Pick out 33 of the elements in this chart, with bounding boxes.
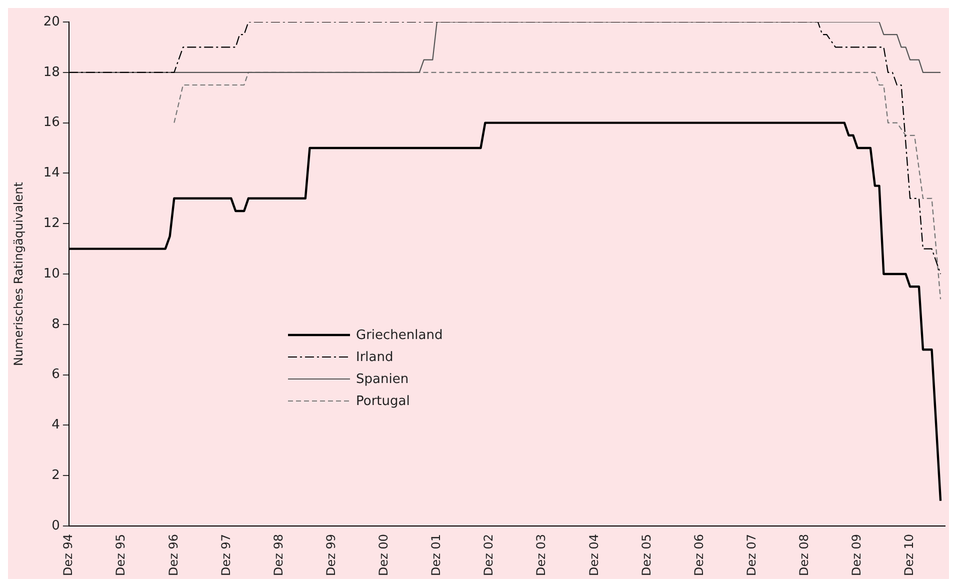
x-tick-label: Dez 97 [218, 534, 233, 576]
x-tick-label: Dez 95 [114, 534, 128, 576]
x-tick-label: Dez 10 [902, 534, 916, 576]
y-tick-label: 14 [43, 166, 60, 181]
legend-label: Irland [356, 350, 394, 364]
x-tick-label: Dez 98 [271, 534, 286, 576]
x-tick-label: Dez 06 [692, 534, 706, 576]
x-tick-label: Dez 03 [534, 534, 548, 576]
y-axis-title: Numerisches Ratingäquivalent [11, 182, 26, 366]
y-tick-label: 12 [43, 216, 60, 231]
y-tick-label: 16 [43, 115, 60, 130]
x-tick-label: Dez 08 [797, 534, 812, 576]
y-tick-label: 20 [43, 14, 60, 30]
y-tick-label: 8 [52, 316, 60, 332]
x-tick-label: Dez 04 [586, 534, 601, 576]
x-tick-label: Dez 94 [61, 534, 76, 576]
y-tick-label: 18 [43, 64, 60, 80]
x-tick-label: Dez 99 [324, 534, 338, 576]
legend-label: Portugal [356, 394, 410, 408]
y-tick-label: 0 [52, 518, 60, 534]
x-tick-label: Dez 02 [482, 534, 496, 576]
y-tick-label: 2 [52, 468, 60, 483]
y-tick-label: 6 [52, 367, 60, 382]
x-tick-label: Dez 09 [850, 534, 864, 576]
y-tick-label: 10 [43, 266, 60, 282]
x-tick-label: Dez 01 [429, 534, 444, 576]
legend-label: Spanien [356, 372, 409, 386]
x-tick-label: Dez 05 [639, 534, 654, 576]
x-tick-label: Dez 07 [744, 534, 758, 576]
y-tick-label: 4 [52, 418, 60, 433]
legend-label: Griechenland [356, 328, 443, 342]
x-tick-label: Dez 00 [376, 534, 391, 576]
x-tick-label: Dez 96 [166, 534, 180, 576]
